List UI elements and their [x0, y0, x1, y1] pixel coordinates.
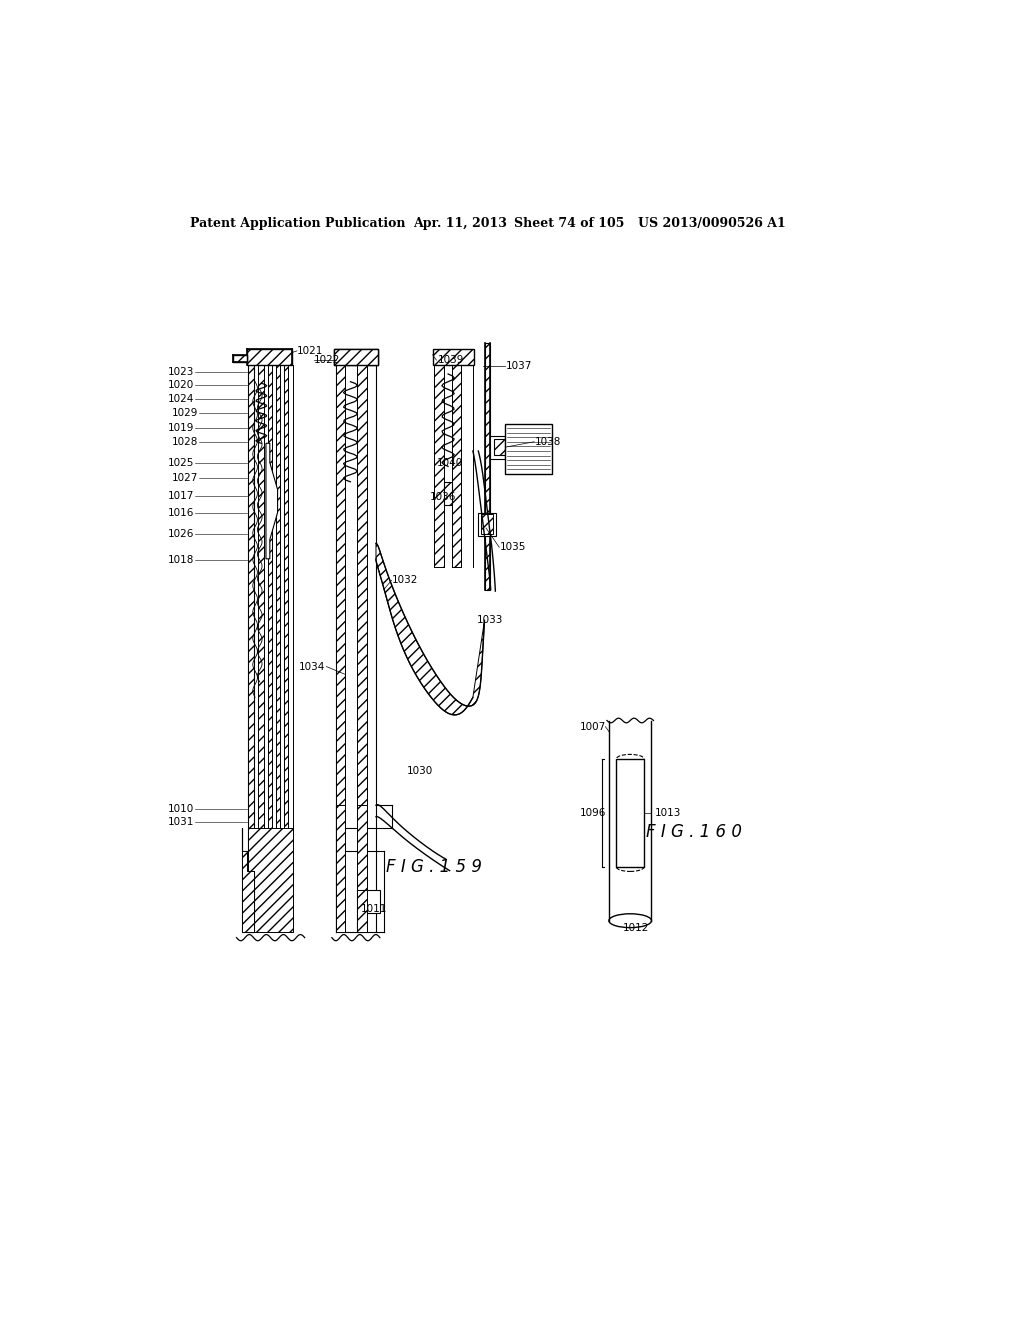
Text: 1016: 1016 [168, 508, 194, 517]
Polygon shape [356, 890, 367, 932]
Text: 1019: 1019 [168, 422, 194, 433]
Text: 1010: 1010 [168, 804, 194, 814]
Text: US 2013/0090526 A1: US 2013/0090526 A1 [638, 218, 785, 231]
Text: 1029: 1029 [171, 408, 198, 417]
Text: 1020: 1020 [168, 380, 194, 389]
Polygon shape [506, 424, 552, 474]
Polygon shape [276, 364, 280, 932]
Text: F I G . 1 6 0: F I G . 1 6 0 [646, 824, 741, 841]
Text: 1035: 1035 [500, 543, 526, 552]
Polygon shape [284, 364, 289, 932]
Text: 1021: 1021 [297, 346, 324, 356]
Polygon shape [340, 355, 362, 363]
Text: 1023: 1023 [168, 367, 194, 378]
Text: 1034: 1034 [299, 661, 326, 672]
Polygon shape [247, 350, 292, 364]
Polygon shape [336, 805, 345, 932]
Text: 1038: 1038 [535, 437, 561, 446]
Text: 1012: 1012 [623, 924, 649, 933]
Text: Apr. 11, 2013: Apr. 11, 2013 [414, 218, 507, 231]
Polygon shape [334, 350, 378, 364]
Text: 1030: 1030 [407, 766, 433, 776]
Text: 1027: 1027 [171, 473, 198, 483]
Polygon shape [242, 829, 254, 932]
Polygon shape [478, 512, 496, 536]
Text: Patent Application Publication: Patent Application Publication [190, 218, 406, 231]
Text: 1039: 1039 [438, 355, 464, 366]
Text: 1037: 1037 [506, 362, 532, 371]
Text: Sheet 74 of 105: Sheet 74 of 105 [514, 218, 625, 231]
Polygon shape [616, 759, 644, 867]
Polygon shape [268, 364, 272, 932]
Polygon shape [444, 482, 452, 506]
Polygon shape [242, 829, 254, 932]
Polygon shape [356, 890, 380, 932]
Text: 1033: 1033 [477, 615, 503, 626]
Polygon shape [494, 440, 506, 455]
Polygon shape [258, 364, 263, 932]
Polygon shape [248, 364, 254, 932]
Text: 1026: 1026 [168, 529, 194, 539]
Polygon shape [432, 350, 474, 364]
Polygon shape [356, 350, 367, 932]
Text: 1017: 1017 [168, 491, 194, 500]
Polygon shape [232, 355, 247, 363]
Polygon shape [484, 343, 489, 590]
Polygon shape [452, 350, 461, 566]
Polygon shape [376, 544, 484, 715]
Polygon shape [266, 444, 278, 558]
Polygon shape [248, 829, 293, 932]
Text: F I G . 1 5 9: F I G . 1 5 9 [386, 858, 482, 875]
Text: 1013: 1013 [655, 808, 681, 818]
Polygon shape [489, 436, 506, 459]
Text: 1031: 1031 [168, 817, 194, 828]
Text: 1018: 1018 [168, 556, 194, 565]
Text: 1007: 1007 [580, 722, 606, 731]
Text: 1024: 1024 [168, 395, 194, 404]
Text: 1025: 1025 [168, 458, 194, 467]
Text: 1028: 1028 [171, 437, 198, 446]
Polygon shape [481, 515, 493, 535]
Polygon shape [356, 805, 367, 932]
Text: 1022: 1022 [314, 355, 340, 366]
Text: 1011: 1011 [360, 904, 387, 915]
Polygon shape [434, 350, 444, 566]
Text: 1040: 1040 [436, 458, 463, 467]
Text: 1096: 1096 [580, 808, 606, 818]
Text: 1036: 1036 [430, 492, 457, 502]
Polygon shape [336, 350, 345, 932]
Polygon shape [334, 350, 378, 364]
Text: 1032: 1032 [391, 576, 418, 585]
